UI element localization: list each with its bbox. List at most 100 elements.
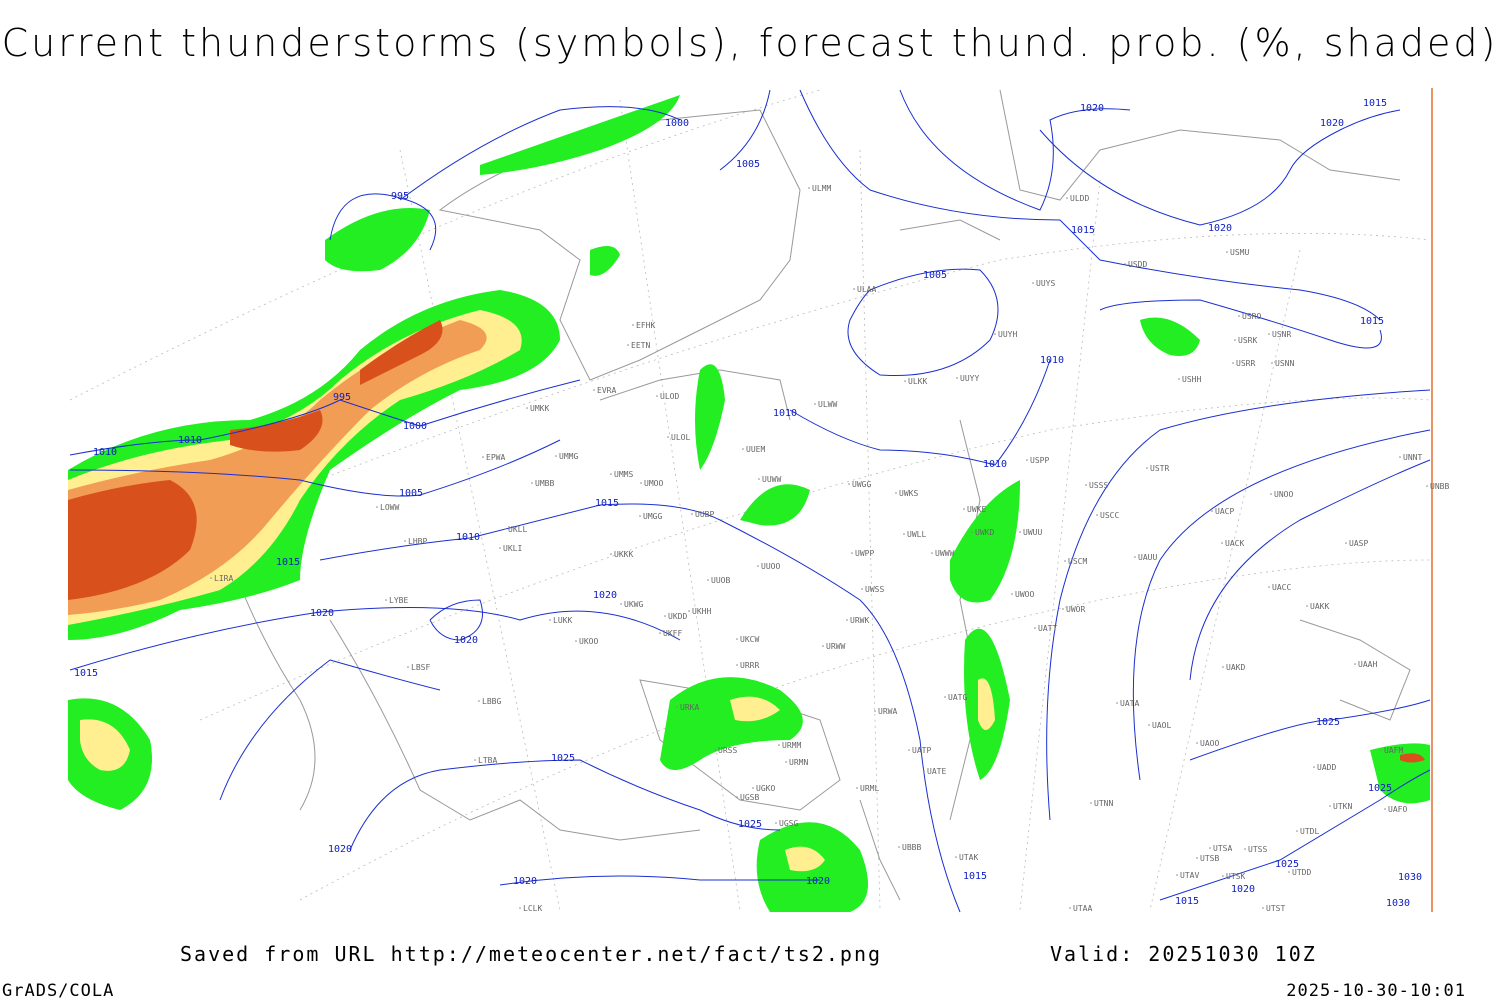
station-label: UTSB [1200, 854, 1219, 863]
station-dot [376, 506, 378, 508]
station-dot [707, 579, 709, 581]
station-label: UWKS [899, 489, 918, 498]
map-labels: 1000 1005 995 995 1000 1010 1010 1005 1010 1015 10… [74, 98, 1449, 913]
isobar-label: 1020 [1231, 884, 1255, 895]
probability-shading [68, 95, 1430, 912]
station-label: URRR [740, 661, 759, 670]
station-dot [549, 619, 551, 621]
station-dot [1196, 742, 1198, 744]
station-dot [736, 664, 738, 666]
station-label: UKFF [663, 629, 682, 638]
station-label: UTSK [1226, 872, 1245, 881]
station-label: ULAA [857, 285, 876, 294]
station-label: UACC [1272, 583, 1291, 592]
station-label: URMM [782, 741, 801, 750]
station-label: LHBP [408, 537, 427, 546]
isobar-label: 1010 [1040, 355, 1064, 366]
station-dot [1426, 485, 1428, 487]
station-dot [742, 448, 744, 450]
station-label: ULWW [818, 400, 837, 409]
isobar-label: 1025 [551, 753, 575, 764]
station-label: USRK [1238, 336, 1257, 345]
station-label: URWK [850, 616, 869, 625]
station-label: UGSB [740, 793, 759, 802]
station-label: UKLI [503, 544, 522, 553]
station-label: URWA [878, 707, 897, 716]
source-url: Saved from URL http://meteocenter.net/fa… [180, 942, 882, 966]
station-label: USRR [1236, 359, 1255, 368]
station-label: EVRA [597, 386, 616, 395]
station-dot [620, 603, 622, 605]
title: Current thunderstorms (symbols), forecas… [2, 21, 1499, 65]
station-dot [1064, 560, 1066, 562]
station-dot [874, 710, 876, 712]
isobar-label: 1015 [1363, 98, 1387, 109]
station-label: LTBA [478, 756, 497, 765]
station-dot [526, 407, 528, 409]
isobar-label: 1020 [593, 590, 617, 601]
station-label: UAAH [1358, 660, 1377, 669]
station-dot [1090, 802, 1092, 804]
station-dot [778, 744, 780, 746]
station-dot [575, 640, 577, 642]
station-dot [808, 187, 810, 189]
station-dot [853, 288, 855, 290]
valid-time: Valid: 20251030 10Z [1050, 942, 1317, 966]
station-label: LYBE [389, 596, 408, 605]
station-dot [785, 761, 787, 763]
isobar-label: 1015 [276, 557, 300, 568]
station-dot [404, 540, 406, 542]
station-dot [610, 473, 612, 475]
station-label: USCM [1068, 557, 1087, 566]
isobar-label: 1000 [665, 118, 689, 129]
station-label: ULOD [660, 392, 679, 401]
station-label: UNNT [1403, 453, 1422, 462]
station-label: LCLK [523, 904, 542, 913]
station-dot [963, 508, 965, 510]
station-dot [1148, 724, 1150, 726]
station-label: ULOL [671, 433, 690, 442]
isobar-label: 1025 [1316, 717, 1340, 728]
station-dot [931, 552, 933, 554]
station-label: LUKK [553, 616, 572, 625]
station-label: UWKD [975, 528, 994, 537]
station-label: UTSA [1213, 844, 1232, 853]
station-dot [994, 333, 996, 335]
station-label: UACP [1215, 507, 1234, 516]
isobar-label: 1020 [1080, 103, 1104, 114]
isobar-label: 1030 [1398, 872, 1422, 883]
station-label: UWWW [935, 549, 954, 558]
station-dot [1296, 830, 1298, 832]
station-label: UKCW [740, 635, 759, 644]
station-label: USTR [1150, 464, 1169, 473]
station-label: UWSS [865, 585, 884, 594]
isobar-label: 995 [333, 392, 351, 403]
station-dot [664, 615, 666, 617]
station-label: UNOO [1274, 490, 1293, 499]
station-dot [1146, 467, 1148, 469]
isobar-label: 1005 [399, 488, 423, 499]
station-dot [1034, 627, 1036, 629]
station-dot [775, 822, 777, 824]
station-dot [1384, 808, 1386, 810]
station-label: UMMG [559, 452, 578, 461]
coastlines [229, 89, 1411, 901]
station-label: UATA [1120, 699, 1139, 708]
station-dot [385, 599, 387, 601]
isobar-label: 995 [391, 191, 409, 202]
station-dot [632, 324, 634, 326]
station-label: UUYY [960, 374, 979, 383]
isobar-label: 1010 [178, 435, 202, 446]
isobar-label: 1020 [310, 608, 334, 619]
station-dot [1032, 282, 1034, 284]
station-label: UUBP [695, 510, 714, 519]
station-label: UATT [1038, 624, 1057, 633]
isobar-label: 1015 [1360, 316, 1384, 327]
station-dot [1026, 459, 1028, 461]
station-label: UNBB [1430, 482, 1449, 491]
station-dot [659, 632, 661, 634]
isobar-label: 1015 [963, 871, 987, 882]
station-dot [1270, 493, 1272, 495]
station-dot [1313, 766, 1315, 768]
station-label: UATG [948, 693, 967, 702]
